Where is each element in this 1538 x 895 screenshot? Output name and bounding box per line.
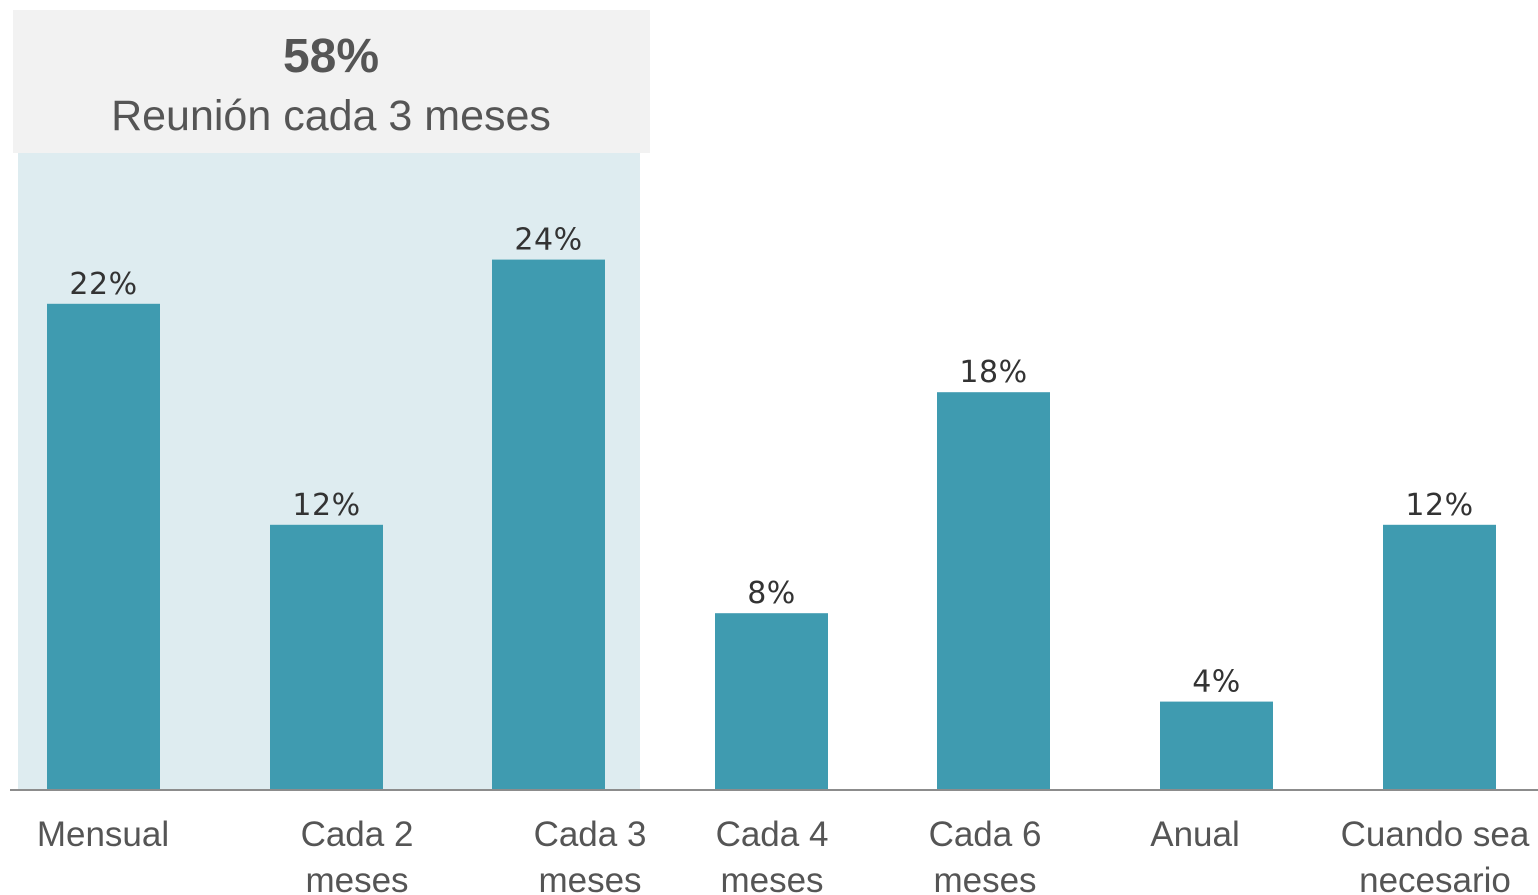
category-label-3-line-1: meses	[720, 861, 823, 895]
category-label-3-line-0: Cada 4	[716, 815, 829, 854]
data-label-0: 22%	[69, 267, 137, 302]
bars-layer	[47, 259, 1496, 791]
data-label-2: 24%	[514, 223, 582, 258]
category-label-1-line-0: Cada 2	[301, 815, 414, 854]
category-label-0: Mensual	[37, 815, 169, 854]
category-labels-layer: Mensual Cada 2 meses Cada 3 meses Cada 4 meses…	[37, 815, 1530, 895]
category-label-2-line-1: meses	[538, 861, 641, 895]
data-labels-layer: 22% 12% 24% 8% 18% 4% 12%	[69, 223, 1473, 700]
callout-percentage: 58%	[283, 30, 379, 83]
bar-0	[47, 303, 160, 790]
data-label-3: 8%	[747, 576, 796, 611]
callout-description: Reunión cada 3 meses	[111, 92, 551, 140]
bar-1	[270, 524, 383, 790]
callout-box	[13, 10, 650, 153]
bar-6	[1383, 524, 1496, 790]
data-label-1: 12%	[292, 488, 360, 523]
category-label-6-line-1: necesario	[1359, 861, 1511, 895]
bar-4	[937, 392, 1050, 790]
category-label-4-line-1: meses	[933, 861, 1036, 895]
bar-3	[715, 613, 828, 790]
category-label-4-line-0: Cada 6	[929, 815, 1042, 854]
data-label-6: 12%	[1405, 488, 1473, 523]
category-label-6-line-0: Cuando sea	[1341, 815, 1530, 854]
bar-5	[1160, 701, 1273, 790]
data-label-4: 18%	[959, 355, 1027, 390]
bar-2	[492, 259, 605, 791]
category-label-1-line-1: meses	[305, 861, 408, 895]
data-label-5: 4%	[1192, 665, 1241, 700]
category-label-2-line-0: Cada 3	[534, 815, 647, 854]
category-label-5: Anual	[1150, 815, 1240, 854]
